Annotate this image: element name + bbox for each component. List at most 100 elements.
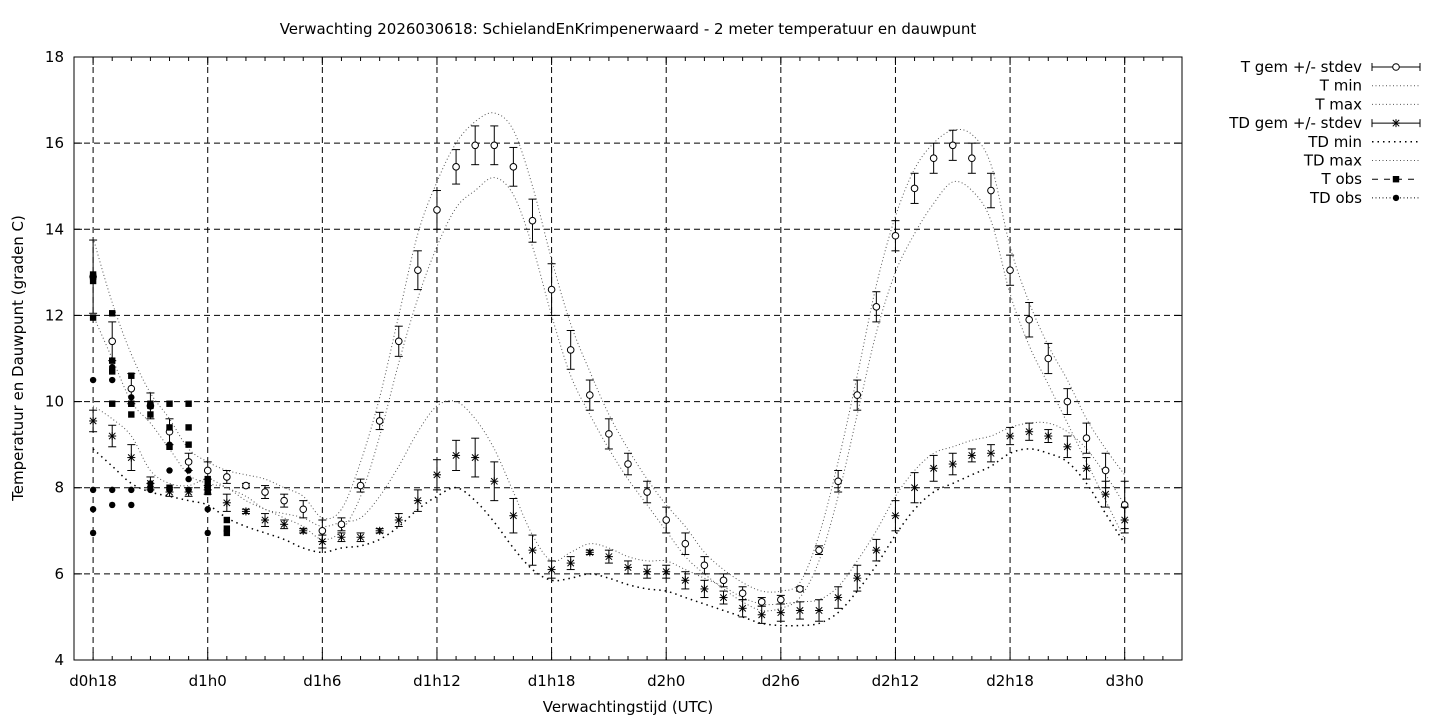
t-gem-point bbox=[356, 481, 365, 490]
x-tick-label: d1h12 bbox=[413, 672, 461, 690]
star-stroke bbox=[968, 451, 976, 459]
star-stroke bbox=[548, 565, 556, 574]
star-stroke bbox=[299, 527, 307, 535]
chart-title: Verwachting 2026030618: SchielandEnKrimp… bbox=[280, 20, 977, 38]
grid bbox=[74, 57, 1182, 660]
x-tick-label: d2h6 bbox=[762, 672, 800, 690]
td-gem-point bbox=[394, 516, 403, 525]
t-gem-point bbox=[719, 576, 728, 585]
star-stroke bbox=[739, 604, 747, 612]
td-obs-point bbox=[128, 394, 135, 401]
td-gem-point bbox=[815, 606, 824, 615]
star-stroke bbox=[910, 484, 919, 492]
td-obs-point bbox=[89, 506, 97, 513]
x-tick-label: d2h12 bbox=[872, 672, 920, 690]
t-gem-point bbox=[1063, 397, 1072, 406]
td-gem-point bbox=[585, 548, 594, 557]
t-obs-point bbox=[147, 400, 154, 407]
t-obs-point bbox=[223, 529, 231, 537]
star-stroke bbox=[987, 449, 995, 457]
y-tick-label: 14 bbox=[45, 220, 64, 238]
star-stroke bbox=[930, 464, 938, 472]
t-gem-point bbox=[108, 337, 117, 346]
td-gem-point bbox=[910, 483, 919, 492]
td-gem-point bbox=[757, 610, 766, 619]
t-obs-point bbox=[109, 310, 116, 317]
t-gem-point bbox=[261, 488, 269, 496]
legend-marker bbox=[1392, 63, 1400, 71]
td-gem-point bbox=[261, 516, 270, 525]
t-gem-point bbox=[662, 516, 671, 524]
star-stroke bbox=[834, 593, 842, 602]
t-gem-point bbox=[490, 141, 499, 150]
td-obs-point bbox=[89, 529, 97, 537]
td-obs-point bbox=[185, 486, 192, 494]
td-obs-point bbox=[204, 484, 211, 491]
star-stroke bbox=[127, 454, 135, 462]
star-stroke bbox=[261, 516, 269, 524]
y-tick-label: 10 bbox=[45, 393, 64, 411]
td-obs-point bbox=[147, 486, 154, 494]
t-gem-point bbox=[1082, 434, 1091, 442]
t-obs-point bbox=[204, 475, 211, 483]
star-stroke bbox=[1006, 432, 1014, 440]
td-gem-point bbox=[337, 533, 346, 542]
t-gem-point bbox=[299, 505, 308, 514]
td-obs-point bbox=[128, 486, 135, 494]
t-obs-point bbox=[89, 314, 97, 321]
t-obs-point bbox=[128, 411, 135, 418]
t-gem-point bbox=[452, 163, 460, 171]
t-obs-point bbox=[166, 424, 173, 431]
td-gem-point bbox=[719, 593, 728, 602]
t-gem-point bbox=[757, 598, 766, 606]
td-gem-point bbox=[604, 552, 613, 561]
td-gem-point bbox=[776, 608, 785, 617]
star-stroke bbox=[1082, 464, 1091, 472]
t-obs-point bbox=[128, 372, 135, 379]
envelope-curves bbox=[92, 112, 1126, 627]
star-stroke bbox=[108, 432, 116, 440]
star-stroke bbox=[414, 497, 422, 505]
td-gem-point bbox=[509, 511, 518, 520]
t-obs-point bbox=[147, 411, 154, 418]
td-obs-point bbox=[147, 480, 154, 487]
td-obs-point bbox=[185, 467, 192, 474]
td-obs-point bbox=[109, 376, 116, 384]
t-gem-point bbox=[1025, 315, 1033, 324]
td-gem-point bbox=[681, 576, 690, 585]
td-gem-point bbox=[280, 520, 289, 529]
legend-marker bbox=[1392, 119, 1400, 128]
star-stroke bbox=[796, 606, 804, 615]
star-stroke bbox=[567, 559, 575, 567]
t-max-line bbox=[92, 112, 1126, 593]
td-gem-point bbox=[413, 496, 422, 505]
t-gem-point bbox=[891, 231, 900, 240]
t-gem-point bbox=[777, 595, 785, 604]
td-gem-point bbox=[1025, 427, 1034, 436]
star-stroke bbox=[1025, 428, 1033, 436]
td-gem-point bbox=[624, 563, 632, 572]
td-gem-point bbox=[662, 567, 671, 576]
t-gem-point bbox=[566, 346, 575, 354]
legend-sample bbox=[1371, 63, 1421, 71]
td-gem-point bbox=[700, 584, 709, 593]
td-gem-point bbox=[528, 546, 537, 555]
star-stroke bbox=[337, 533, 346, 541]
x-tick-label: d2h18 bbox=[986, 672, 1034, 690]
t-gem-point bbox=[414, 266, 422, 275]
td-gem-point bbox=[547, 565, 556, 574]
td-gem-point bbox=[1120, 516, 1129, 525]
t-gem-point bbox=[585, 391, 594, 399]
td-gem-point bbox=[452, 451, 461, 460]
y-tick-label: 4 bbox=[54, 651, 64, 669]
star-stroke bbox=[891, 512, 900, 520]
t-obs-point bbox=[166, 400, 173, 407]
y-tick-label: 8 bbox=[54, 479, 64, 497]
t-gem-point bbox=[948, 141, 957, 150]
star-stroke bbox=[700, 585, 708, 593]
star-stroke bbox=[662, 568, 670, 576]
td-obs-point bbox=[89, 486, 97, 494]
t-gem-point bbox=[738, 589, 747, 598]
star-stroke bbox=[395, 516, 403, 524]
